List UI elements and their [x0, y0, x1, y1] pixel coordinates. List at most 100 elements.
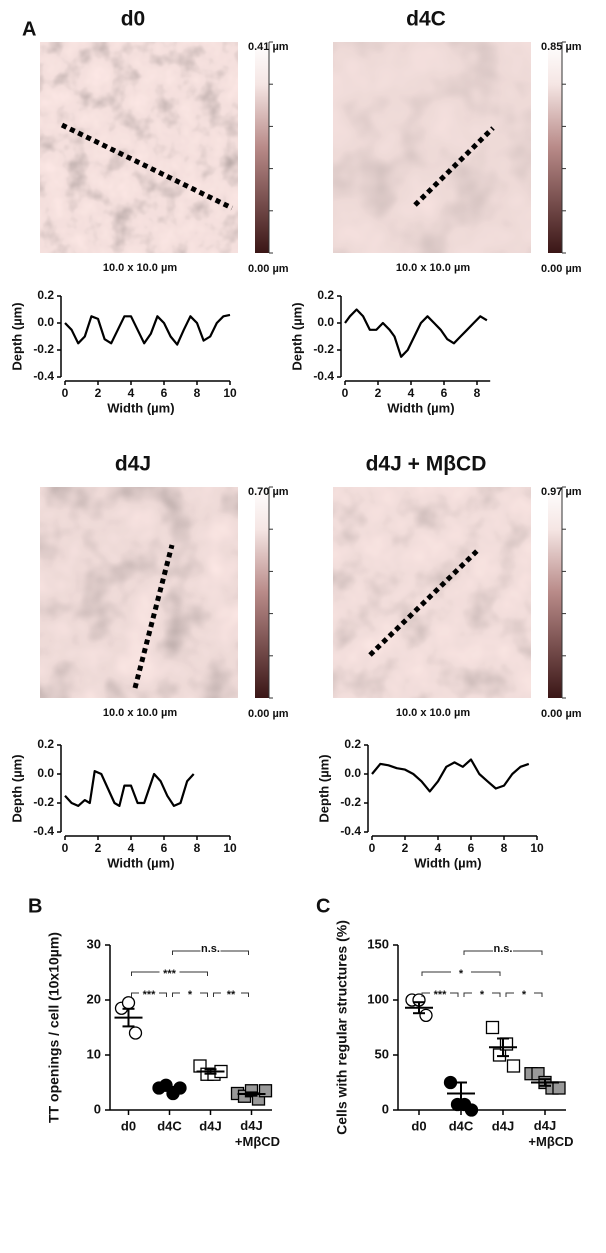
profile-curve	[371, 758, 530, 793]
bracket-gap	[159, 967, 180, 977]
x-tick-label: 0	[62, 386, 69, 400]
bracket-gap	[514, 988, 534, 998]
x-tick-label: d4C	[157, 1118, 182, 1133]
significance-label: *	[459, 968, 464, 980]
x-tick-label: 0	[62, 841, 69, 855]
y-tick-label: 30	[87, 936, 101, 951]
point	[552, 1081, 566, 1095]
y-tick-label: -0.2	[33, 795, 54, 809]
significance-label: *	[188, 989, 193, 1001]
y-axis-label: Depth (µm)	[9, 754, 24, 822]
profile-line	[132, 544, 175, 689]
y-tick-label: 0.0	[37, 766, 54, 780]
y-tick-label: -0.2	[340, 795, 361, 809]
x-tick-label: 8	[194, 386, 201, 400]
colorbar-max: 0.85 µm	[541, 41, 582, 53]
x-axis-label: Width (µm)	[414, 855, 481, 870]
x-tick-label: 4	[128, 841, 135, 855]
bracket-gap	[139, 988, 159, 998]
y-tick-label: -0.4	[313, 369, 334, 383]
y-axis-label: Depth (µm)	[316, 754, 331, 822]
significance-label: n.s.	[201, 943, 220, 955]
colorbar	[548, 42, 562, 253]
image-title: d0	[121, 8, 146, 31]
y-tick-label: -0.4	[340, 824, 361, 838]
point	[128, 1026, 143, 1040]
profile-line	[413, 126, 495, 207]
colorbar-max: 0.70 µm	[248, 486, 289, 498]
y-tick-label: 100	[367, 991, 389, 1006]
point	[419, 1008, 433, 1023]
profile-line	[368, 548, 480, 657]
bracket-gap	[430, 988, 450, 998]
image-title: d4J	[115, 453, 151, 476]
x-tick-label: 6	[161, 386, 168, 400]
x-tick-label: 2	[375, 386, 382, 400]
image-title: d4J + MβCD	[366, 453, 487, 476]
image-size: 10.0 x 10.0 µm	[103, 262, 177, 274]
y-tick-label: 0.2	[37, 737, 54, 751]
bracket-gap	[493, 946, 513, 956]
point	[443, 1075, 458, 1090]
point	[121, 996, 136, 1010]
bracket-gap	[180, 988, 200, 998]
x-tick-label: d4C	[449, 1118, 474, 1133]
significance-label: *	[522, 989, 527, 1001]
afm-image	[333, 42, 531, 253]
x-tick-label: 2	[95, 841, 102, 855]
x-tick-label: 2	[95, 386, 102, 400]
profile-curve	[64, 313, 231, 346]
panel-letter: A	[22, 18, 36, 40]
x-tick-label: d4J	[199, 1118, 221, 1133]
y-axis-label: Cells with regular structures (%)	[334, 920, 350, 1135]
colorbar	[255, 487, 269, 698]
x-tick-label: d0	[121, 1118, 136, 1133]
image-title: d4C	[406, 8, 446, 31]
significance-label: ***	[434, 989, 448, 1001]
y-tick-label: 0.0	[344, 766, 361, 780]
x-tick-label: 0	[369, 841, 376, 855]
x-tick-label: d4J	[492, 1118, 514, 1133]
y-tick-label: 150	[367, 936, 389, 951]
y-tick-label: 0.2	[344, 737, 361, 751]
x-tick-label: d4J +MβCD	[235, 1118, 280, 1149]
y-tick-label: 0.0	[37, 315, 54, 329]
bracket-gap	[221, 988, 241, 998]
x-tick-label: 8	[474, 386, 481, 400]
significance-label: *	[480, 989, 485, 1001]
bracket-gap	[200, 946, 221, 956]
significance-label: ***	[163, 968, 177, 980]
x-tick-label: 2	[402, 841, 409, 855]
x-tick-label: 0	[342, 386, 349, 400]
y-tick-label: 0	[94, 1101, 101, 1116]
bracket-gap	[472, 988, 492, 998]
colorbar	[548, 487, 562, 698]
point	[464, 1103, 479, 1117]
colorbar-min: 0.00 µm	[541, 263, 582, 275]
x-tick-label: 8	[501, 841, 508, 855]
x-tick-label: d4J +MβCD	[528, 1118, 573, 1149]
y-axis-label: Depth (µm)	[9, 302, 24, 370]
y-axis-label: TT openings / cell (10x10µm)	[46, 932, 62, 1123]
colorbar-max: 0.97 µm	[541, 486, 582, 498]
x-tick-label: 6	[441, 386, 448, 400]
x-tick-label: d0	[411, 1118, 426, 1133]
panel-letter: B	[28, 895, 42, 917]
x-tick-label: 4	[408, 386, 415, 400]
profile-curve	[64, 770, 195, 807]
significance-label: n.s.	[494, 943, 513, 955]
image-size: 10.0 x 10.0 µm	[396, 707, 470, 719]
profile-curve	[344, 308, 488, 358]
x-tick-label: 4	[435, 841, 442, 855]
colorbar	[255, 42, 269, 253]
image-size: 10.0 x 10.0 µm	[396, 262, 470, 274]
point	[506, 1059, 521, 1073]
x-axis-label: Width (µm)	[107, 855, 174, 870]
y-tick-label: -0.4	[33, 369, 54, 383]
x-tick-label: 10	[530, 841, 544, 855]
x-tick-label: 6	[161, 841, 168, 855]
y-tick-label: -0.2	[313, 342, 334, 356]
x-tick-label: 6	[468, 841, 475, 855]
y-tick-label: -0.4	[33, 824, 54, 838]
